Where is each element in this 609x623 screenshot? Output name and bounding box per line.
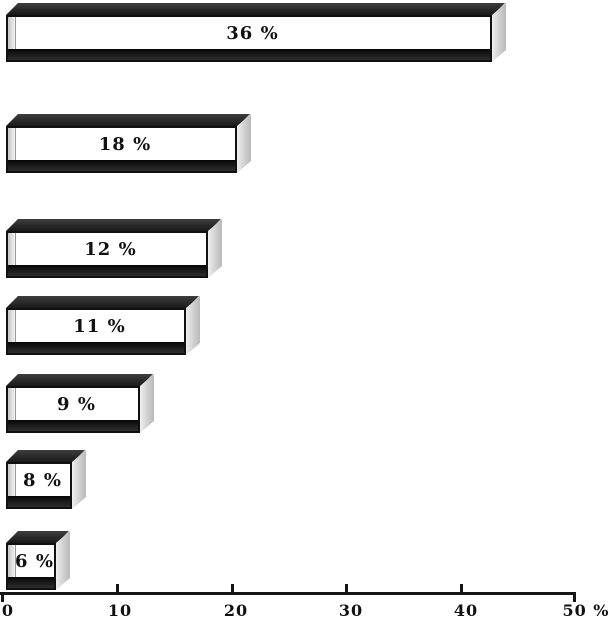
bar-row-7: 6 % [6, 531, 56, 590]
bar-floor-shadow [8, 342, 184, 353]
x-axis-tick-40 [460, 584, 463, 592]
bar-value-label: 18 % [98, 133, 152, 155]
bar-end-cap [140, 374, 154, 433]
bar-value-label: 6 % [15, 550, 54, 572]
bar-end-cap [492, 3, 506, 62]
bar-left-inner-wall [8, 388, 16, 420]
bar-row-3: 12 % [6, 219, 208, 278]
bar-floor-shadow [8, 265, 206, 276]
bar-value-label: 8 % [23, 469, 62, 491]
bar-floor-shadow [8, 496, 70, 507]
x-axis-label-0: 0 [1, 601, 15, 620]
bar-left-inner-wall [8, 464, 16, 496]
bar-value-label: 11 % [73, 315, 126, 337]
bar-row-1: 36 % [6, 3, 492, 62]
x-axis-tick-10 [116, 584, 119, 592]
bar-front-face: 11 % [6, 308, 186, 355]
x-axis-tick-start [1, 595, 4, 602]
x-axis-label-30: 30 [338, 601, 364, 620]
x-axis-tick-20 [231, 584, 234, 592]
bar-row-5: 9 % [6, 374, 140, 433]
bar-value-label: 12 % [84, 238, 137, 260]
x-axis-label-20: 20 [223, 601, 249, 620]
bar-front-face: 9 % [6, 386, 140, 433]
bar-front-face: 12 % [6, 231, 208, 278]
bar-end-cap [186, 296, 200, 355]
bar-left-inner-wall [8, 128, 16, 160]
bar-front-face: 18 % [6, 126, 237, 173]
bar-row-4: 11 % [6, 296, 186, 355]
bar-top-face [6, 296, 199, 308]
bar-left-inner-wall [8, 17, 16, 49]
x-axis-label-40: 40 [453, 601, 479, 620]
bar-front-face: 8 % [6, 462, 72, 509]
bar-top-face [6, 3, 505, 15]
bar-top-face [6, 450, 85, 462]
bar-value-label: 36 % [226, 22, 279, 44]
bar-end-cap [56, 531, 70, 590]
bar-top-face [6, 114, 250, 126]
bar-floor-shadow [8, 577, 54, 588]
bar-end-cap [237, 114, 251, 173]
bar-left-inner-wall [8, 545, 16, 577]
x-axis-label-50-percent: 50 % [562, 601, 609, 620]
bar-row-2: 18 % [6, 114, 237, 173]
bar-end-cap [208, 219, 222, 278]
bar-left-inner-wall [8, 310, 16, 342]
x-axis-label-10: 10 [107, 601, 133, 620]
bar-top-face [6, 374, 153, 386]
bar-top-face [6, 219, 221, 231]
bar-left-inner-wall [8, 233, 16, 265]
bar-value-label: 9 % [57, 393, 96, 415]
bar-end-cap [72, 450, 86, 509]
x-axis-line [0, 592, 576, 595]
bar-front-face: 36 % [6, 15, 492, 62]
bar-floor-shadow [8, 160, 235, 171]
bar-floor-shadow [8, 49, 490, 60]
x-axis-tick-30 [345, 584, 348, 592]
bar-floor-shadow [8, 420, 138, 431]
bar-front-face: 6 % [6, 543, 56, 590]
x-axis-tick-end [573, 595, 576, 602]
bar-row-6: 8 % [6, 450, 72, 509]
bar-top-face [6, 531, 69, 543]
